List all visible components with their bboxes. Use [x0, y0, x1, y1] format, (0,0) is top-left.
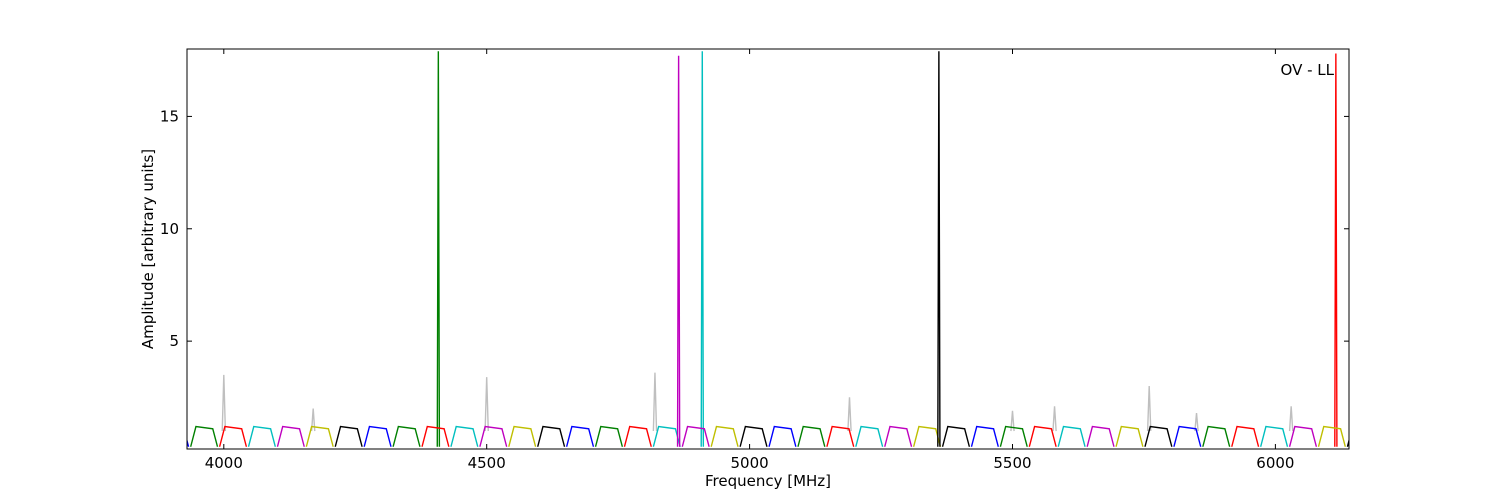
spectrum-line [218, 53, 1338, 447]
x-tick-label: 6000 [1256, 454, 1294, 472]
x-tick-label: 5500 [993, 454, 1031, 472]
y-tick-label: 5 [169, 332, 179, 350]
spectrum-line [187, 425, 1202, 447]
spectrum-line [276, 55, 1318, 447]
spectrum-line [221, 372, 1294, 432]
spectrum-line [247, 51, 1289, 447]
x-axis-label: Frequency [MHz] [705, 472, 831, 490]
y-axis-label: Amplitude [arbitrary units] [139, 149, 157, 349]
spectrum-line [334, 51, 1349, 447]
x-tick-label: 4000 [205, 454, 243, 472]
annotation: OV - LL [1281, 61, 1335, 79]
plot-area [187, 51, 1349, 447]
spectrum-line [190, 51, 1231, 447]
x-tick-label: 5000 [731, 454, 769, 472]
axes-frame [186, 48, 1350, 450]
x-tick-label: 4500 [468, 454, 506, 472]
y-tick-label: 15 [160, 107, 179, 125]
spectrum-line [305, 425, 1346, 447]
y-tick-label: 10 [160, 220, 179, 238]
